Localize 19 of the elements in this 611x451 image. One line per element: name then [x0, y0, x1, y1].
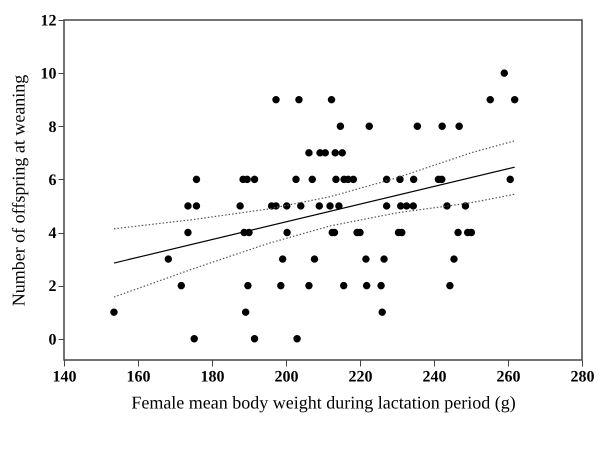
x-tick-label: 180	[200, 368, 224, 386]
x-tick-label: 240	[422, 368, 446, 386]
y-tick-label: 10	[40, 66, 56, 83]
x-tick-label: 260	[496, 368, 520, 386]
y-tick-label: 2	[48, 278, 56, 296]
x-tick-label: 160	[126, 368, 150, 386]
x-axis-title: Female mean body weight during lactation period (g)	[131, 392, 516, 412]
y-tick-label: 4	[48, 225, 56, 242]
y-tick-label: 0	[48, 331, 56, 348]
x-tick-label: 280	[570, 368, 594, 386]
y-tick-label: 12	[40, 12, 56, 30]
line-series	[113, 140, 516, 230]
line-series	[113, 194, 516, 298]
y-tick-label: 8	[48, 118, 56, 136]
x-tick-label: 200	[274, 368, 298, 386]
x-tick-label: 220	[348, 368, 372, 386]
y-tick-label: 6	[48, 172, 56, 189]
x-tick-label: 140	[52, 368, 76, 386]
y-axis-title: Number of offspring at weaning	[8, 74, 28, 306]
